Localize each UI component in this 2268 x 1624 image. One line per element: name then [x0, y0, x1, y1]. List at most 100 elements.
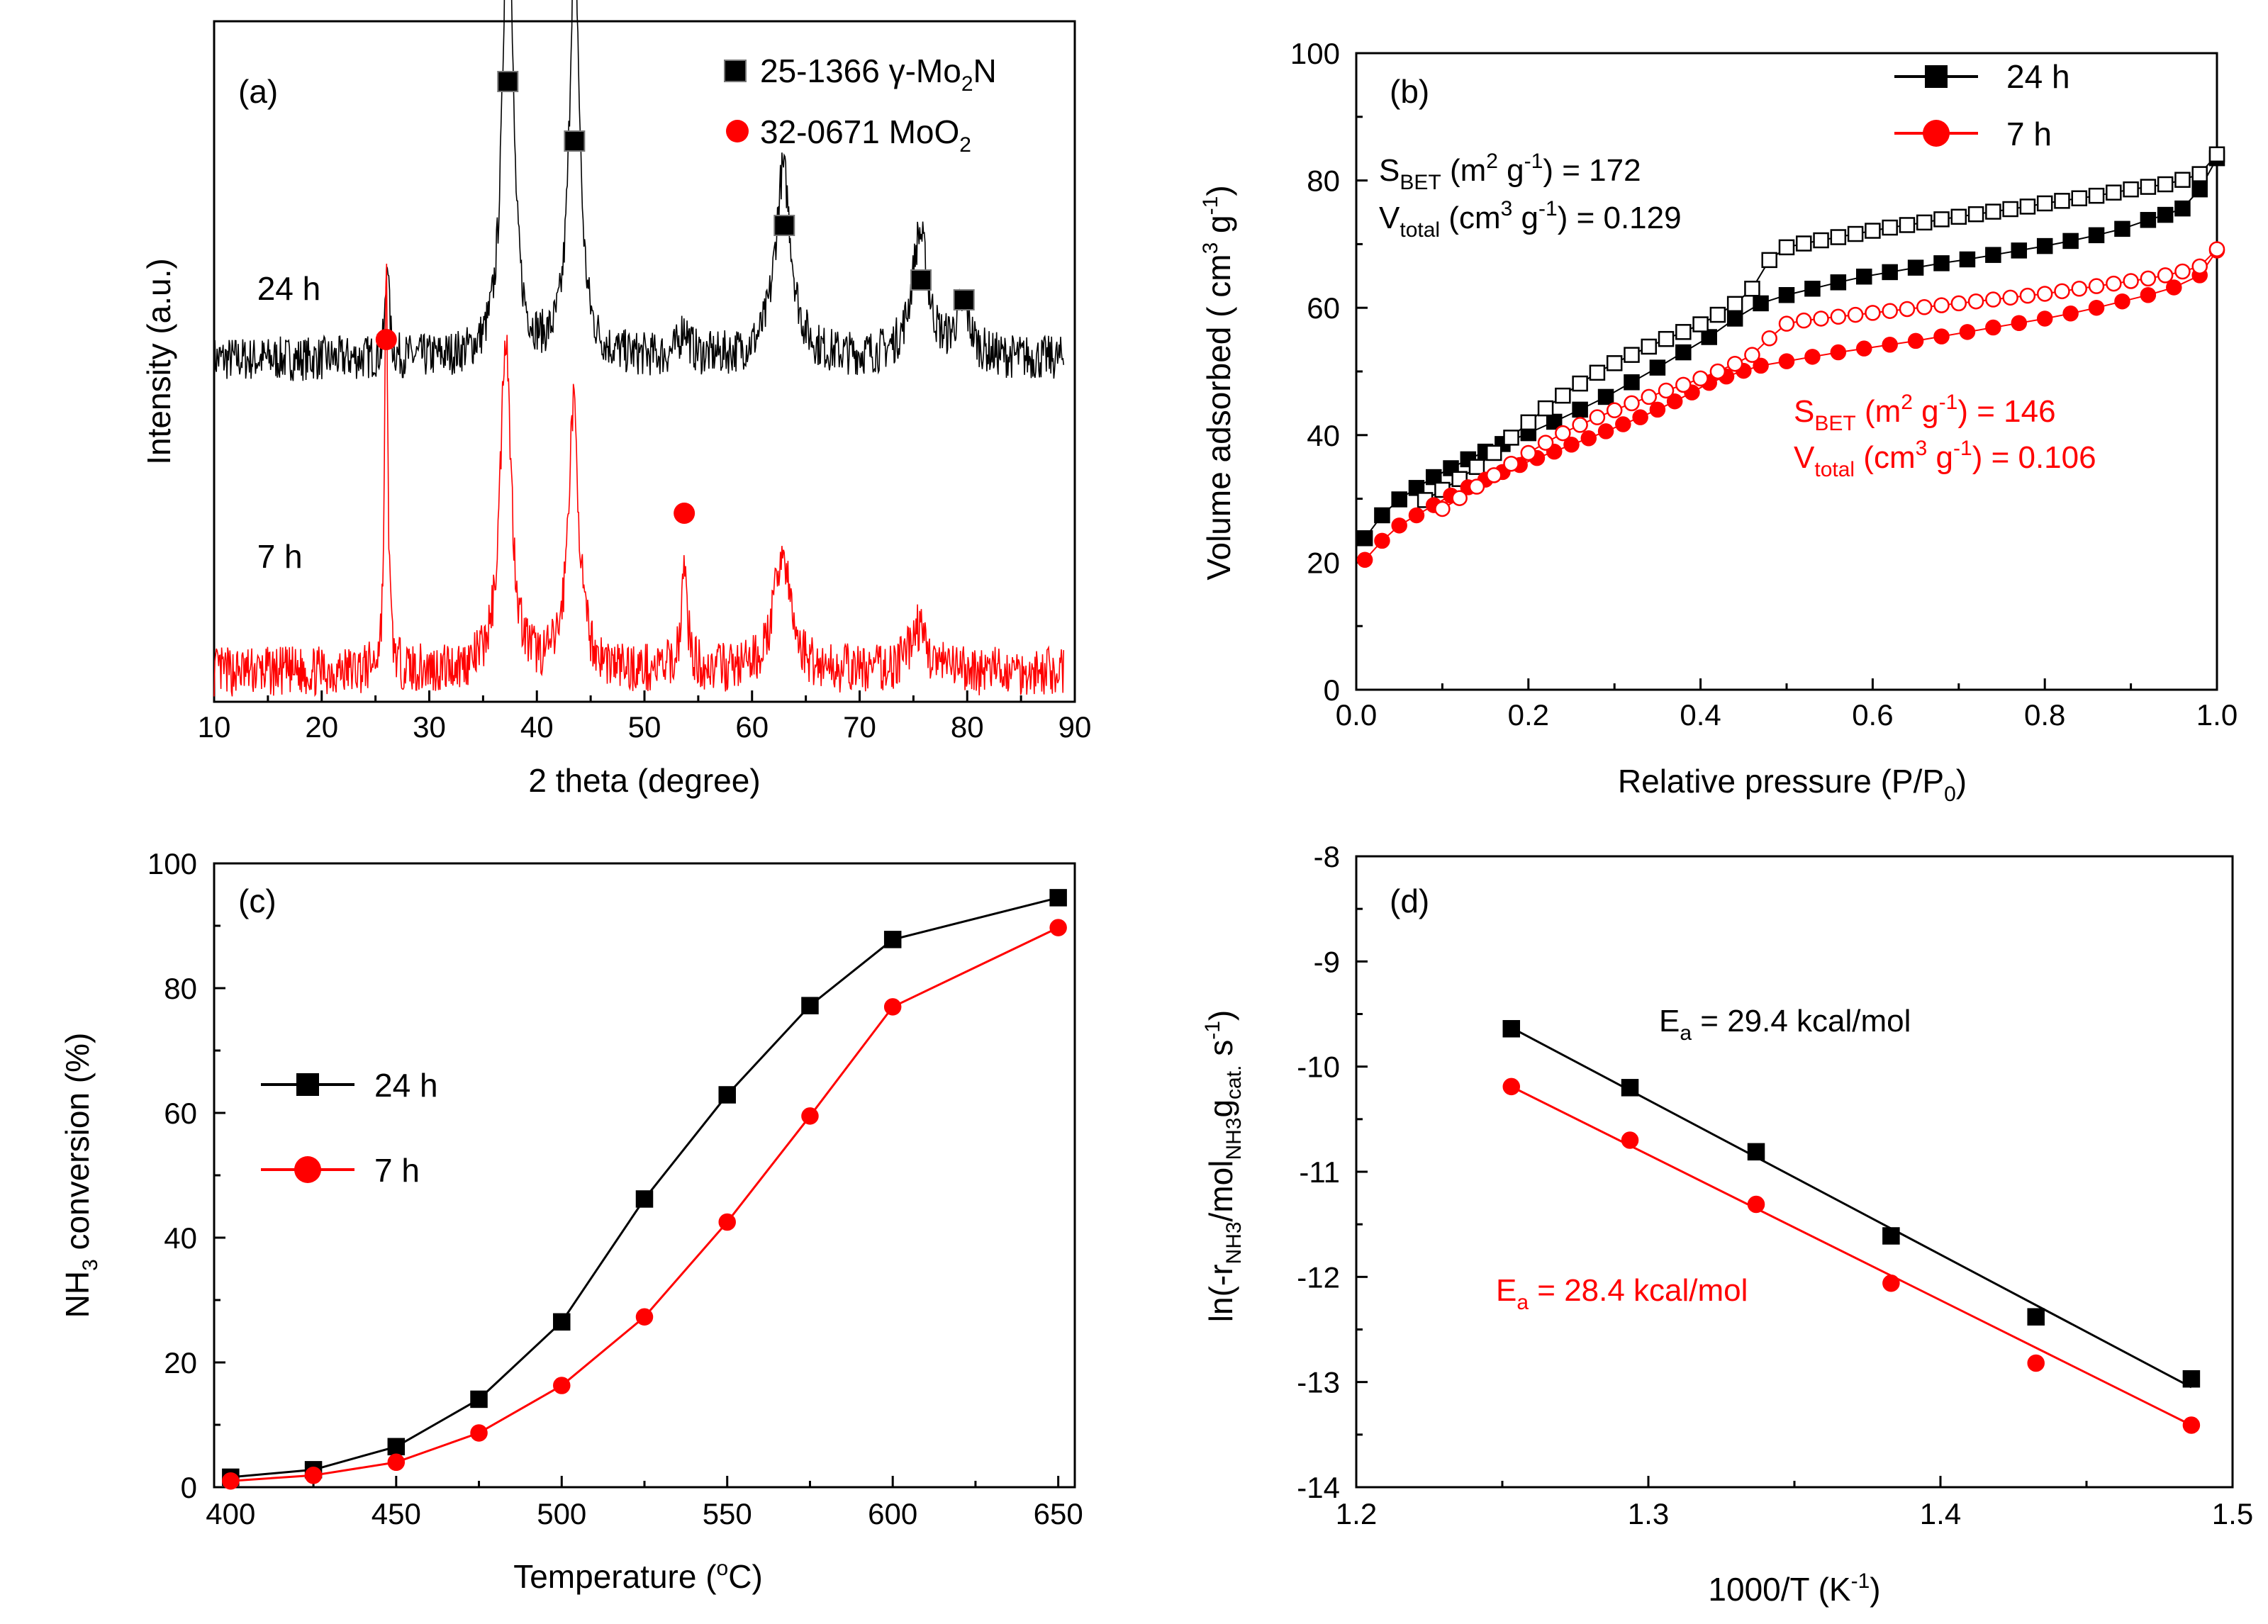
chart-b-panel-label: (b)	[1390, 73, 1429, 110]
chart-b-series-3-point	[2140, 270, 2157, 287]
chart-a-series-0-line	[213, 0, 1064, 381]
chart-b-series-0-point	[1882, 264, 1898, 281]
chart-b-series-1-point	[1950, 208, 1967, 225]
chart-c-xtick-label: 400	[206, 1497, 255, 1530]
chart-b-series-0-point	[1726, 310, 1743, 327]
chart-b-series-1-point	[2140, 179, 2157, 195]
chart-b-xlabel: Relative pressure (P/P0)	[1618, 763, 1967, 806]
chart-b-series-2-point	[1907, 332, 1924, 349]
chart-b-series-2-point	[2166, 279, 2182, 296]
chart-b-legend-label-7h: 7 h	[2006, 116, 2052, 152]
chart-b-annot-vtotal-7h: Vtotal (cm3 g-1) = 0.106	[1794, 437, 2096, 481]
chart-c: 400 450 500 550 600 650 0 20 40 60 80 100 (c) Tempe…	[59, 847, 1083, 1595]
chart-b-series-3-point	[1675, 376, 1692, 393]
chart-c-series-0-point	[387, 1438, 406, 1456]
chart-c-ytick-label: 40	[164, 1221, 197, 1255]
chart-b-series-2-point	[1959, 324, 1976, 340]
chart-d-series-0-point	[1747, 1143, 1765, 1161]
chart-d-xtick-label: 1.4	[1920, 1497, 1961, 1530]
chart-b-series-1-point	[1641, 338, 1658, 355]
chart-b-series-3-point	[1813, 310, 1829, 327]
chart-c-ytick-label: 20	[164, 1346, 197, 1379]
chart-b-series-1-point	[1967, 206, 1984, 223]
chart-a-xtick-label: 70	[843, 710, 876, 744]
chart-d-series-0-point	[1882, 1227, 1900, 1245]
chart-b-series-0-point	[2088, 227, 2105, 244]
chart-c-xtick-label: 600	[868, 1497, 917, 1530]
chart-b-series-1-point	[1778, 239, 1795, 256]
chart-b-series-1-point	[1761, 252, 1777, 269]
chart-a-mo2n-peak-marker	[564, 130, 586, 152]
chart-b-series-3-point	[1761, 330, 1777, 347]
chart-a-series-1-line	[213, 263, 1064, 698]
chart-b-series-3-point	[2054, 283, 2070, 300]
chart-b-series-3-point	[1865, 305, 1881, 321]
chart-b-series-1-point	[1865, 223, 1881, 239]
chart-b-series-0-point	[1675, 344, 1692, 361]
chart-b-series-3-point	[2071, 281, 2088, 297]
chart-b-series-3-point	[1606, 402, 1623, 419]
chart-b-ytick-label: 100	[1290, 37, 1340, 70]
chart-b-series-0-point	[1933, 255, 1950, 271]
chart-a-moo2-peak-marker	[674, 503, 696, 524]
chart-b-series-1-point	[1933, 211, 1950, 228]
chart-b-series-2-point	[2088, 299, 2105, 316]
chart-b-series-3-point	[2002, 289, 2018, 306]
chart-a-xtick-label: 20	[305, 710, 338, 744]
chart-b-series-2-point	[1666, 393, 1683, 410]
chart-b-series-3-point	[2036, 286, 2053, 302]
chart-b-series-3-point	[1916, 299, 1933, 315]
chart-c-series-1-point	[387, 1453, 406, 1472]
chart-a-legend-entry-1: 32-0671 MoO2	[760, 113, 971, 157]
chart-b-series-3-point	[1503, 455, 1519, 472]
chart-c-series-1-point	[718, 1213, 736, 1231]
chart-a-mo2n-peak-marker	[953, 289, 975, 310]
chart-c-series-0-point	[801, 997, 819, 1014]
chart-b-series-1-point	[1899, 217, 1916, 233]
chart-b-series-0-point	[1778, 286, 1795, 303]
chart-c-series-0-point	[718, 1086, 736, 1104]
chart-d-ytick-label: -13	[1297, 1366, 1340, 1399]
chart-b-series-3-point	[1709, 363, 1726, 380]
chart-b-series-1-point	[2036, 195, 2053, 212]
chart-a-panel-label: (a)	[238, 73, 278, 110]
chart-c-ylabel: NH3 conversion (%)	[59, 1033, 102, 1318]
chart-b-series-1-point	[2019, 198, 2036, 215]
chart-b-series-2-point	[1804, 349, 1821, 365]
chart-b-series-2-point	[1649, 401, 1666, 418]
chart-b-series-2-point	[1615, 416, 1631, 432]
chart-b-series-0-point	[2114, 220, 2130, 237]
chart-b-series-1-point	[1520, 414, 1537, 431]
chart-c-xtick-label: 500	[537, 1497, 586, 1530]
chart-d-series-0-point	[1621, 1079, 1639, 1097]
chart-a-xtick-label: 80	[951, 710, 984, 744]
chart-b-annot-vtotal-24h: Vtotal (cm3 g-1) = 0.129	[1379, 197, 1682, 242]
chart-a-xtick-label: 90	[1058, 710, 1092, 744]
chart-b-series-1-point	[2071, 190, 2088, 206]
chart-a-legend-square-marker	[724, 60, 747, 82]
chart-b-series-3-point	[1830, 308, 1847, 325]
chart-c-xtick-label: 450	[372, 1497, 421, 1530]
chart-b-series-2-point	[2011, 315, 2028, 332]
chart-b-series-2-point	[2114, 293, 2130, 310]
chart-b-series-1-point	[1485, 444, 1502, 461]
chart-b-series-3-point	[1847, 306, 1864, 323]
chart-d-ytick-label: -14	[1297, 1471, 1340, 1504]
chart-b-series-2-point	[1985, 319, 2001, 336]
chart-b-series-2-point	[1391, 517, 1407, 534]
chart-d-ytick-label: -10	[1297, 1051, 1340, 1084]
chart-b-series-0-point	[1985, 247, 2001, 263]
chart-d-xtick-label: 1.2	[1336, 1497, 1377, 1530]
chart-b-xtick-label: 0.4	[1680, 698, 1721, 732]
chart-b-ytick-label: 60	[1307, 291, 1340, 325]
chart-c-legend-marker-7h	[294, 1156, 321, 1183]
chart-b-series-3-point	[1899, 301, 1916, 318]
chart-b-series-3-point	[2088, 278, 2105, 294]
chart-c-legend-label-24h: 24 h	[374, 1067, 438, 1104]
chart-c-series-1-point	[883, 998, 902, 1016]
chart-b-series-0-point	[1426, 469, 1442, 486]
chart-b-series-1-point	[2054, 193, 2070, 209]
chart-b-series-3-point	[1658, 382, 1675, 399]
chart-b-series-1-point	[1503, 430, 1519, 446]
